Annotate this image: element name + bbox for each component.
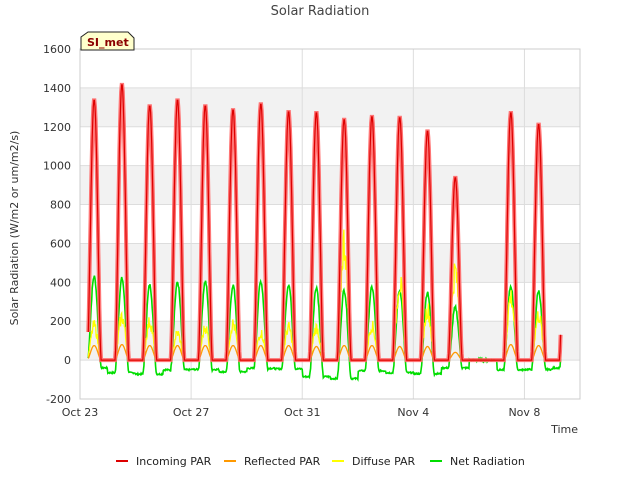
x-tick-label: Nov 4 [397, 406, 429, 419]
y-tick-label: 400 [50, 276, 71, 289]
y-tick-label: -200 [46, 393, 71, 406]
y-tick-label: 200 [50, 315, 71, 328]
y-axis-ticks: -200 0 200 400 600 800 1000 1200 1400 1600 [43, 43, 71, 406]
y-tick-label: 1000 [43, 160, 71, 173]
background-band [80, 165, 580, 205]
plot-frame [79, 48, 581, 400]
station-badge-shape [80, 31, 135, 51]
station-badge-label: SI_met [87, 36, 129, 49]
y-axis-title: Solar Radiation (W/m2 or um/m2/s) [8, 131, 21, 326]
y-tick-label: 0 [64, 354, 71, 367]
y-tick-label: 800 [50, 199, 71, 212]
legend-label-net-radiation: Net Radiation [450, 455, 525, 468]
chart-title: Solar Radiation [271, 4, 370, 19]
y-tick-label: 1600 [43, 43, 71, 56]
station-badge: SI_met [80, 31, 135, 51]
legend-label-diffuse-par: Diffuse PAR [352, 455, 416, 468]
background-band [80, 243, 580, 283]
x-axis-ticks: Oct 23 Oct 27 Oct 31 Nov 4 Nov 8 [62, 406, 541, 419]
y-tick-label: 600 [50, 237, 71, 250]
legend-label-incoming-par: Incoming PAR [136, 455, 212, 468]
x-axis-title: Time [550, 423, 578, 436]
series-layer [86, 82, 563, 382]
x-tick-label: Oct 31 [284, 406, 321, 419]
x-tick-label: Oct 23 [62, 406, 99, 419]
background-bands [80, 87, 580, 361]
legend: Incoming PAR Reflected PAR Diffuse PAR Net … [116, 455, 525, 468]
series-line-incoming-par [87, 84, 562, 361]
background-band [80, 87, 580, 127]
x-tick-label: Oct 27 [173, 406, 210, 419]
y-tick-label: 1200 [43, 121, 71, 134]
x-tick-label: Nov 8 [508, 406, 540, 419]
background-band [80, 321, 580, 361]
legend-label-reflected-par: Reflected PAR [244, 455, 321, 468]
y-tick-label: 1400 [43, 82, 71, 95]
